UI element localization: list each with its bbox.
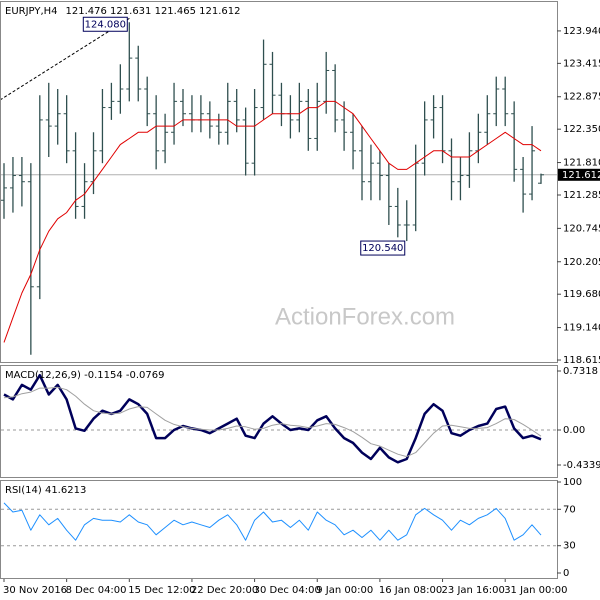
y-tick-label: 119.140 xyxy=(563,323,600,334)
x-tick-label: 30 Nov 2016 xyxy=(3,585,67,596)
y-tick-label: 0.00 xyxy=(563,425,585,436)
panel-frame xyxy=(0,1,558,363)
y-tick-label: 122.875 xyxy=(563,92,600,103)
y-tick-label: 123.415 xyxy=(563,58,600,69)
y-tick-label: 118.615 xyxy=(563,355,600,366)
y-tick-label: 120.745 xyxy=(563,223,600,234)
y-tick-label: 121.810 xyxy=(563,158,600,169)
x-tick-label: 16 Jan 08:00 xyxy=(379,585,442,596)
y-tick-label: 100 xyxy=(563,477,582,488)
panel-title: EURJPY,H4 xyxy=(5,6,58,17)
panel-frame xyxy=(0,480,558,579)
annotation-box xyxy=(360,240,406,256)
y-tick-label: 0 xyxy=(563,568,569,579)
panel-title: RSI(14) 41.6213 xyxy=(5,485,86,496)
indicator-line xyxy=(3,502,542,541)
last-price-box xyxy=(558,168,600,181)
annotation-label: 124.080 xyxy=(85,19,126,30)
y-tick-label: 123.940 xyxy=(563,26,600,37)
y-tick-label: -0.4339 xyxy=(563,460,600,471)
x-tick-label: 31 Jan 00:00 xyxy=(504,585,567,596)
last-price-label: 121.612 xyxy=(562,170,600,181)
y-tick-label: 30 xyxy=(563,541,576,552)
y-tick-label: 121.285 xyxy=(563,190,600,201)
x-tick-label: 30 Dec 04:00 xyxy=(254,585,321,596)
annotation-box xyxy=(82,16,128,32)
annotation-label: 120.540 xyxy=(362,243,403,254)
trend-line xyxy=(0,17,131,101)
x-tick-label: 8 Dec 04:00 xyxy=(66,585,127,596)
y-tick-label: 70 xyxy=(563,504,576,515)
x-tick-label: 9 Jan 00:00 xyxy=(316,585,373,596)
panel-subtitle: 121.476 121.631 121.465 121.612 xyxy=(66,6,241,17)
y-tick-label: 120.205 xyxy=(563,257,600,268)
x-tick-label: 23 Jan 16:00 xyxy=(442,585,505,596)
y-tick-label: 0.7318 xyxy=(563,366,598,377)
y-tick-label: 119.680 xyxy=(563,289,600,300)
panel-title: MACD(12,26,9) -0.1154 -0.0769 xyxy=(5,370,165,381)
y-tick-label: 122.350 xyxy=(563,124,600,135)
panel-frame xyxy=(0,365,558,478)
x-tick-label: 22 Dec 20:00 xyxy=(191,585,258,596)
moving-average xyxy=(3,100,542,343)
indicator-line xyxy=(3,373,542,464)
x-tick-label: 15 Dec 12:00 xyxy=(128,585,195,596)
indicator-line xyxy=(3,386,542,458)
watermark: ActionForex.com xyxy=(275,303,455,330)
